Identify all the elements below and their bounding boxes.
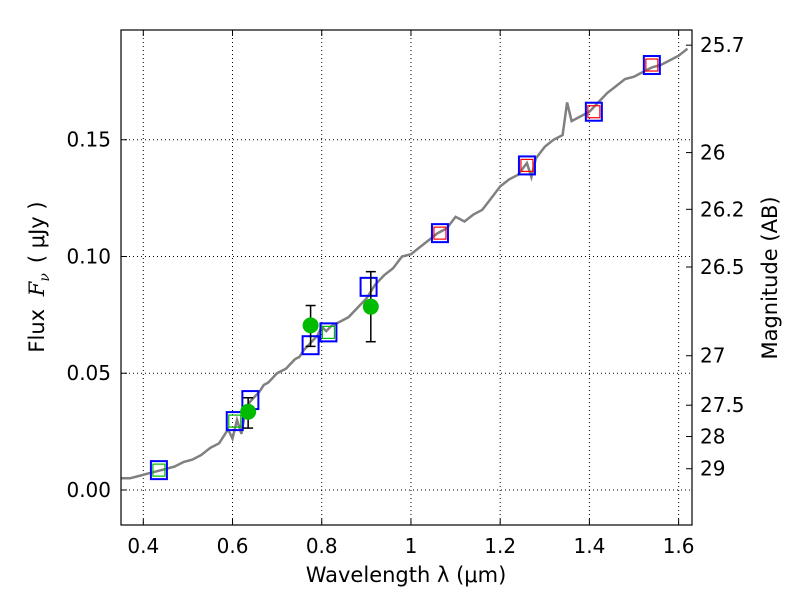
grid-lines — [121, 30, 692, 525]
red-square-marker — [645, 58, 659, 72]
blue-square-marker — [319, 322, 338, 343]
green-square-marker — [152, 463, 166, 477]
y2-tick-label: 26.2 — [700, 197, 745, 221]
blue-square-marker — [584, 101, 603, 122]
blue-square-marker — [517, 155, 536, 176]
y2-axis-label: Magnitude (AB) — [758, 196, 782, 359]
data-marks — [149, 55, 661, 481]
y-tick-label: 0.05 — [66, 361, 111, 385]
x-tick-label: 1.6 — [663, 534, 695, 558]
x-axis-label: Wavelength λ (μm) — [306, 563, 507, 587]
y2-tick-label: 26.5 — [700, 255, 745, 279]
y2-tick-label: 28 — [700, 425, 725, 449]
green-circle-marker — [362, 298, 379, 315]
y2-tick-label: 27 — [700, 344, 725, 368]
y-axis-label-unit: ( μJy ) — [25, 201, 49, 263]
y-axis-label-subscript: ν — [37, 273, 53, 282]
blue-square-marker — [430, 223, 449, 244]
x-tick-label: 0.8 — [306, 534, 338, 558]
x-tick-label: 1.2 — [484, 534, 516, 558]
y-axis-label-prefix: Flux — [25, 302, 49, 352]
y-axis-label: Flux Fν ( μJy ) — [25, 201, 53, 352]
red-square-marker — [520, 158, 534, 173]
red-square-marker — [433, 226, 447, 240]
blue-square-marker — [642, 55, 661, 76]
plot-frame — [120, 29, 693, 526]
blue-square-marker — [149, 460, 168, 481]
green-circle-marker — [302, 317, 319, 334]
x-tick-label: 0.6 — [217, 534, 249, 558]
y2-tick-label: 25.7 — [700, 33, 745, 57]
green-square-marker — [321, 325, 336, 339]
axis-ticks: 0.4 0.6 0.8 1 1.2 1.4 1.6 0.00 0.05 0.10 0.15 25.7 2… — [66, 30, 745, 558]
green-circle-marker — [240, 403, 257, 420]
y-tick-label: 0.00 — [66, 478, 111, 502]
y-tick-label: 0.15 — [66, 128, 111, 152]
x-tick-label: 0.4 — [127, 534, 159, 558]
blue-square-marker — [225, 411, 244, 432]
green-square-marker — [228, 414, 242, 428]
red-square-marker — [587, 105, 601, 119]
y-axis-label-symbol: F — [25, 280, 49, 297]
x-tick-label: 1 — [405, 534, 418, 558]
y-tick-label: 0.10 — [66, 244, 111, 268]
x-tick-label: 1.4 — [573, 534, 605, 558]
y2-tick-label: 26 — [700, 141, 725, 165]
blue-square-marker — [359, 276, 378, 297]
spectrum-line — [121, 47, 689, 480]
y2-tick-label: 29 — [700, 457, 725, 481]
y2-tick-label: 27.5 — [700, 393, 745, 417]
